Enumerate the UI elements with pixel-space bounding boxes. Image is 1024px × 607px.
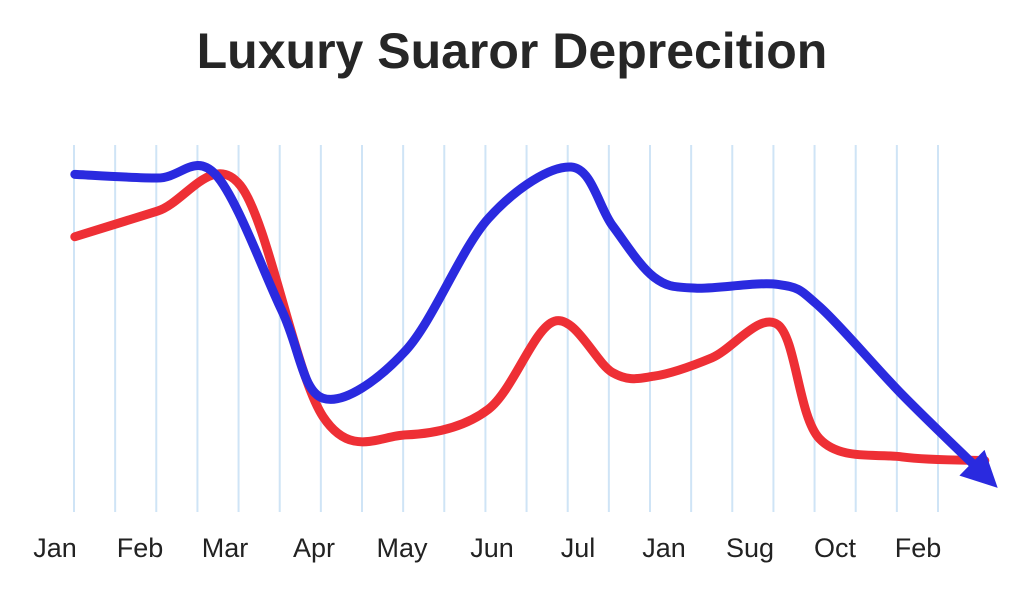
series-lines <box>70 160 998 488</box>
series-line-blue <box>70 160 998 488</box>
series-line-red <box>70 169 990 466</box>
x-tick-label: Apr <box>293 533 335 563</box>
x-tick-label: Feb <box>895 533 942 563</box>
x-axis-ticks: Jan Feb Mar Apr May Jun Jul Jan Sug Oct Feb <box>33 533 941 563</box>
x-tick-label: Mar <box>202 533 249 563</box>
x-tick-label: Feb <box>117 533 164 563</box>
chart-title: Luxury Suaror Deprecition <box>196 23 828 79</box>
x-tick-label: Jul <box>561 533 596 563</box>
x-tick-label: Oct <box>814 533 857 563</box>
x-tick-label: Jan <box>33 533 77 563</box>
x-tick-label: Sug <box>726 533 774 563</box>
x-tick-label: Jun <box>470 533 514 563</box>
x-tick-label: May <box>376 533 428 563</box>
x-tick-label: Jan <box>642 533 686 563</box>
